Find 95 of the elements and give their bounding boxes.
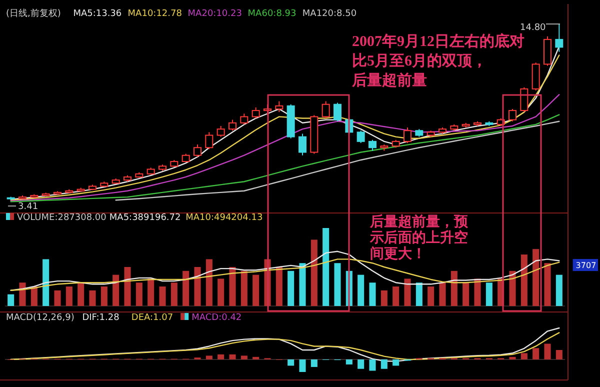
candlestick: [356, 130, 365, 144]
bar: [42, 259, 50, 306]
bar: [450, 270, 458, 306]
bar: [556, 350, 562, 360]
text: DIF:1.28: [82, 313, 120, 323]
bar: [334, 263, 341, 306]
text: MA5:389196.72: [109, 213, 181, 223]
candlestick: [216, 125, 225, 138]
bar: [392, 286, 400, 306]
bar: [439, 282, 446, 306]
candlestick: [228, 119, 236, 132]
chart-title: MACD(12,26,9): [6, 313, 74, 323]
bar: [66, 286, 72, 306]
bar: [206, 356, 212, 360]
bar: [89, 290, 96, 306]
bar: [252, 356, 260, 360]
candlestick: [275, 100, 284, 113]
candlestick: [555, 24, 564, 52]
bar: [78, 282, 84, 306]
bar: [310, 359, 318, 367]
text: MA20:10.23: [188, 9, 242, 19]
text: 3.41: [18, 202, 38, 212]
bar: [124, 267, 131, 306]
text: DEA:1.07: [131, 313, 174, 323]
bar: [532, 348, 540, 360]
candlestick: [298, 133, 306, 156]
legend-label: MACD:0.42: [192, 313, 242, 323]
bar: [276, 267, 282, 306]
bar: [358, 359, 364, 369]
bar: [148, 278, 154, 306]
bar: [392, 359, 400, 366]
bar: [218, 278, 224, 306]
text: MA60:8.93: [248, 9, 296, 19]
bar: [54, 290, 61, 306]
bar: [100, 286, 108, 306]
candlestick: [205, 132, 214, 150]
chart-subtitle: (日线,前复权): [6, 8, 61, 19]
bar: [532, 249, 540, 306]
candlestick: [368, 139, 376, 152]
bar: [509, 270, 516, 306]
bar: [322, 228, 330, 306]
bar: [182, 270, 190, 306]
bar: [556, 274, 562, 306]
bar: [30, 286, 38, 306]
candlestick: [404, 127, 412, 144]
bar: [544, 263, 551, 306]
bar: [299, 263, 306, 306]
bar: [486, 282, 492, 306]
bar: [159, 286, 166, 306]
text: MA10:494204.13: [186, 213, 263, 223]
bar: [346, 359, 352, 364]
candlestick: [240, 113, 248, 125]
bar: [462, 282, 470, 306]
bar: [380, 290, 388, 306]
annotation: 14.80: [520, 23, 546, 33]
bar: [229, 354, 236, 360]
bar: [310, 240, 318, 306]
bar: [520, 353, 528, 360]
bar: [369, 359, 376, 371]
candlestick: [520, 86, 528, 113]
bar: [240, 356, 248, 360]
bar: [520, 254, 528, 306]
bar: [358, 274, 364, 306]
bar: [206, 259, 212, 306]
candlestick: [194, 144, 202, 158]
text: MA10:12.78: [128, 9, 182, 19]
bar: [288, 359, 294, 366]
bar: [288, 270, 294, 306]
candlestick: [508, 108, 516, 122]
bar: [229, 267, 236, 306]
bar: [509, 356, 516, 360]
annotation: 后量超前量，预示后面的上升空间更大！: [369, 213, 469, 262]
bar: [428, 286, 434, 306]
text: MA120:8.50: [302, 9, 357, 19]
bar: [299, 359, 306, 372]
bar: [369, 282, 376, 306]
bar: [8, 294, 14, 306]
text: 3707: [576, 261, 596, 270]
text: MA5:13.36: [73, 9, 122, 19]
legend-label: VOLUME:287308.00: [17, 213, 107, 223]
bar: [218, 354, 224, 360]
bar: [544, 344, 551, 360]
bar: [252, 274, 260, 306]
candlestick: [334, 102, 342, 122]
bar: [112, 274, 120, 306]
bar: [380, 359, 388, 369]
bar: [404, 278, 411, 306]
bar: [170, 282, 178, 306]
bar: [194, 267, 201, 306]
bar: [240, 270, 248, 306]
annotation: 2007年9月12日左右的底对比5月至6月的双顶，后量超前量: [351, 32, 524, 89]
candlestick: [252, 106, 260, 119]
bar: [416, 282, 422, 306]
bar: [136, 282, 142, 306]
candlestick: [322, 100, 330, 119]
